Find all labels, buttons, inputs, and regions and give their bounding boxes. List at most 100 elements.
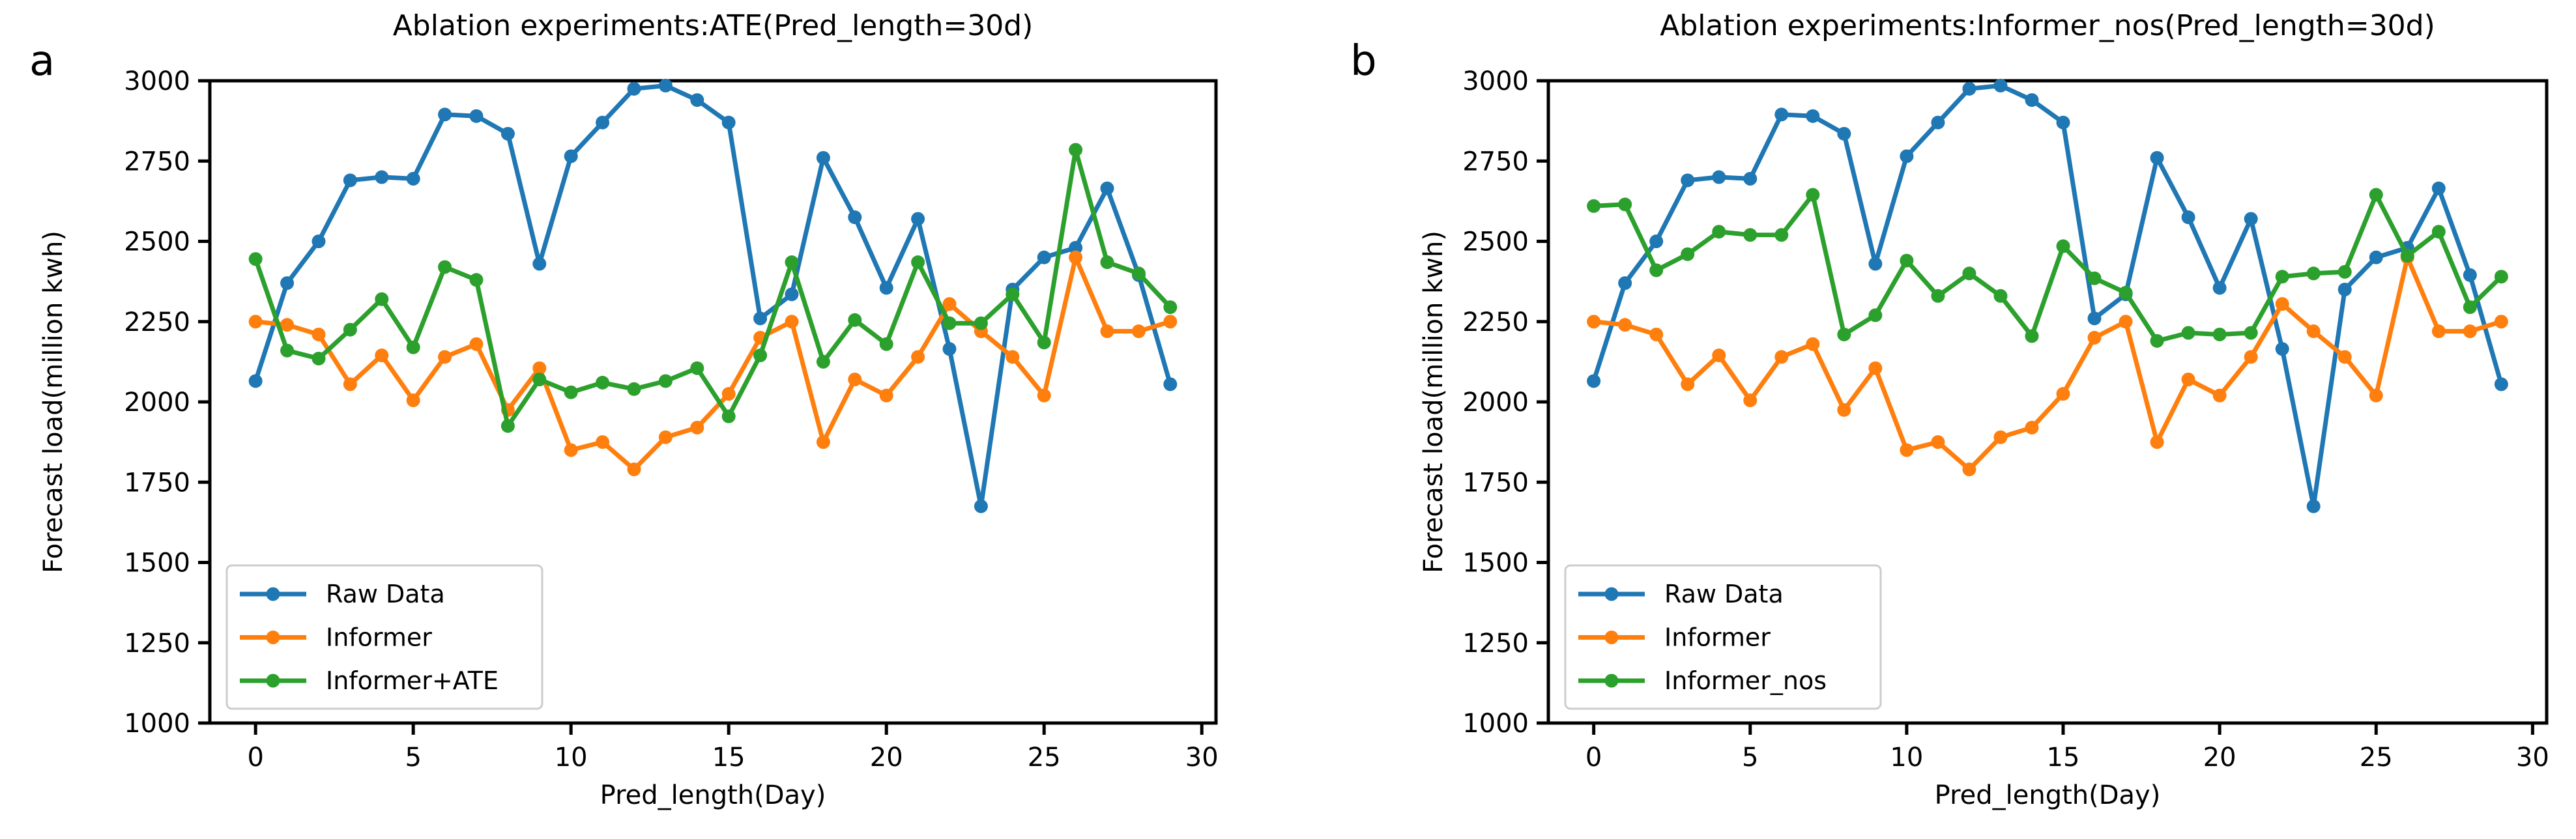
data-point-raw-data (911, 212, 925, 226)
data-point-raw-data (721, 115, 736, 130)
data-point-informer-nos (1774, 228, 1789, 242)
data-point-informer (2150, 435, 2164, 449)
data-point-raw-data (1037, 250, 1051, 264)
y-tick-label: 1750 (1462, 468, 1529, 498)
x-tick-label: 15 (2047, 743, 2080, 773)
data-point-informer (469, 337, 484, 351)
y-tick-label: 2750 (124, 147, 190, 177)
data-point-informer-ate (500, 419, 515, 433)
data-point-informer-nos (1649, 263, 1664, 277)
data-point-informer-nos (1993, 289, 2008, 303)
data-point-raw-data (816, 150, 830, 165)
data-point-informer-ate (753, 348, 768, 363)
data-point-informer (1069, 250, 1083, 264)
panel-label-a: a (29, 37, 55, 85)
data-point-informer-ate (627, 382, 641, 396)
data-point-informer-nos (2025, 329, 2039, 343)
data-point-raw-data (564, 149, 578, 164)
data-point-raw-data (1962, 81, 1976, 96)
data-point-informer-nos (2056, 239, 2070, 253)
data-point-informer-ate (438, 260, 452, 274)
data-point-informer-ate (596, 375, 610, 390)
x-tick-label: 10 (555, 743, 588, 773)
y-tick-label: 1750 (124, 468, 190, 498)
data-point-informer-ate (311, 351, 326, 365)
data-point-informer-ate (942, 316, 957, 330)
data-point-informer (2337, 350, 2352, 364)
data-point-raw-data (1100, 181, 1114, 195)
data-point-informer-nos (2119, 285, 2133, 300)
data-point-informer-nos (1681, 247, 1695, 261)
series-line-raw-data (253, 83, 1173, 509)
data-point-informer (690, 420, 704, 434)
data-point-raw-data (2025, 93, 2039, 107)
data-point-raw-data (658, 78, 673, 92)
data-point-informer-ate (280, 343, 295, 358)
legend-sample-marker (266, 587, 280, 601)
data-point-informer (1587, 315, 1601, 329)
data-point-informer-nos (2087, 271, 2102, 285)
data-point-informer-ate (1006, 287, 1020, 302)
data-point-informer (1900, 443, 1914, 457)
x-tick-label: 5 (405, 743, 421, 773)
data-point-informer-ate (532, 372, 547, 386)
data-point-raw-data (2087, 311, 2102, 326)
legend-label-informer: Informer (1664, 623, 1771, 652)
data-point-informer (1868, 361, 1883, 375)
data-point-informer-nos (2181, 326, 2195, 340)
y-tick-label: 1000 (1462, 709, 1529, 739)
data-point-informer (2494, 315, 2508, 329)
data-point-raw-data (2369, 250, 2383, 264)
data-point-informer (721, 387, 736, 401)
y-tick-label: 1250 (1462, 629, 1529, 659)
data-point-raw-data (406, 171, 420, 186)
x-tick-label: 20 (870, 743, 903, 773)
y-tick-label: 3000 (124, 66, 190, 96)
data-point-raw-data (375, 170, 389, 184)
data-point-informer (596, 435, 610, 449)
data-point-informer-nos (2150, 334, 2164, 348)
data-point-informer-ate (816, 354, 830, 369)
data-point-informer-ate (343, 322, 357, 337)
data-point-informer-ate (1100, 255, 1114, 270)
data-point-raw-data (311, 235, 326, 248)
y-tick-label: 1000 (124, 709, 190, 739)
series-line-informer (253, 255, 1173, 472)
data-point-raw-data (1806, 109, 1820, 123)
panel-label-b: b (1350, 37, 1377, 85)
data-point-informer-nos (2337, 264, 2352, 279)
legend-label-raw-data: Raw Data (1664, 580, 1784, 608)
data-point-raw-data (1743, 171, 1758, 186)
chart-b-title: Ablation experiments:Informer_nos(Pred_l… (1660, 9, 2435, 42)
chart-a-ylabel: Forecast load(million kwh) (38, 231, 68, 573)
data-point-informer (564, 443, 578, 457)
data-point-informer (2306, 324, 2321, 339)
data-point-informer (2369, 388, 2383, 403)
x-tick-label: 30 (2516, 743, 2549, 773)
data-point-informer-nos (2400, 249, 2414, 263)
y-tick-label: 2250 (1462, 307, 1529, 337)
series-line-informer (1591, 255, 2504, 472)
data-point-informer (1993, 430, 2008, 444)
data-point-informer (343, 377, 357, 391)
data-point-informer-ate (1163, 300, 1178, 315)
y-tick-label: 1250 (124, 629, 190, 659)
data-point-informer-ate (911, 255, 925, 270)
data-point-informer (658, 430, 673, 444)
y-tick-label: 2750 (1462, 147, 1529, 177)
x-tick-label: 25 (1028, 743, 1061, 773)
chart-b-ylabel: Forecast load(million kwh) (1419, 231, 1449, 573)
data-point-informer-ate (469, 273, 484, 287)
data-point-informer (879, 388, 893, 403)
data-point-informer-nos (2244, 326, 2258, 340)
legend-box (1564, 564, 1882, 710)
data-point-informer-ate (721, 409, 736, 423)
data-point-raw-data (942, 342, 957, 356)
data-point-raw-data (280, 276, 295, 291)
data-point-informer (2431, 324, 2446, 339)
legend-box (225, 564, 543, 710)
data-point-raw-data (1681, 173, 1695, 188)
data-point-informer-nos (2369, 188, 2383, 202)
x-tick-label: 15 (712, 743, 745, 773)
